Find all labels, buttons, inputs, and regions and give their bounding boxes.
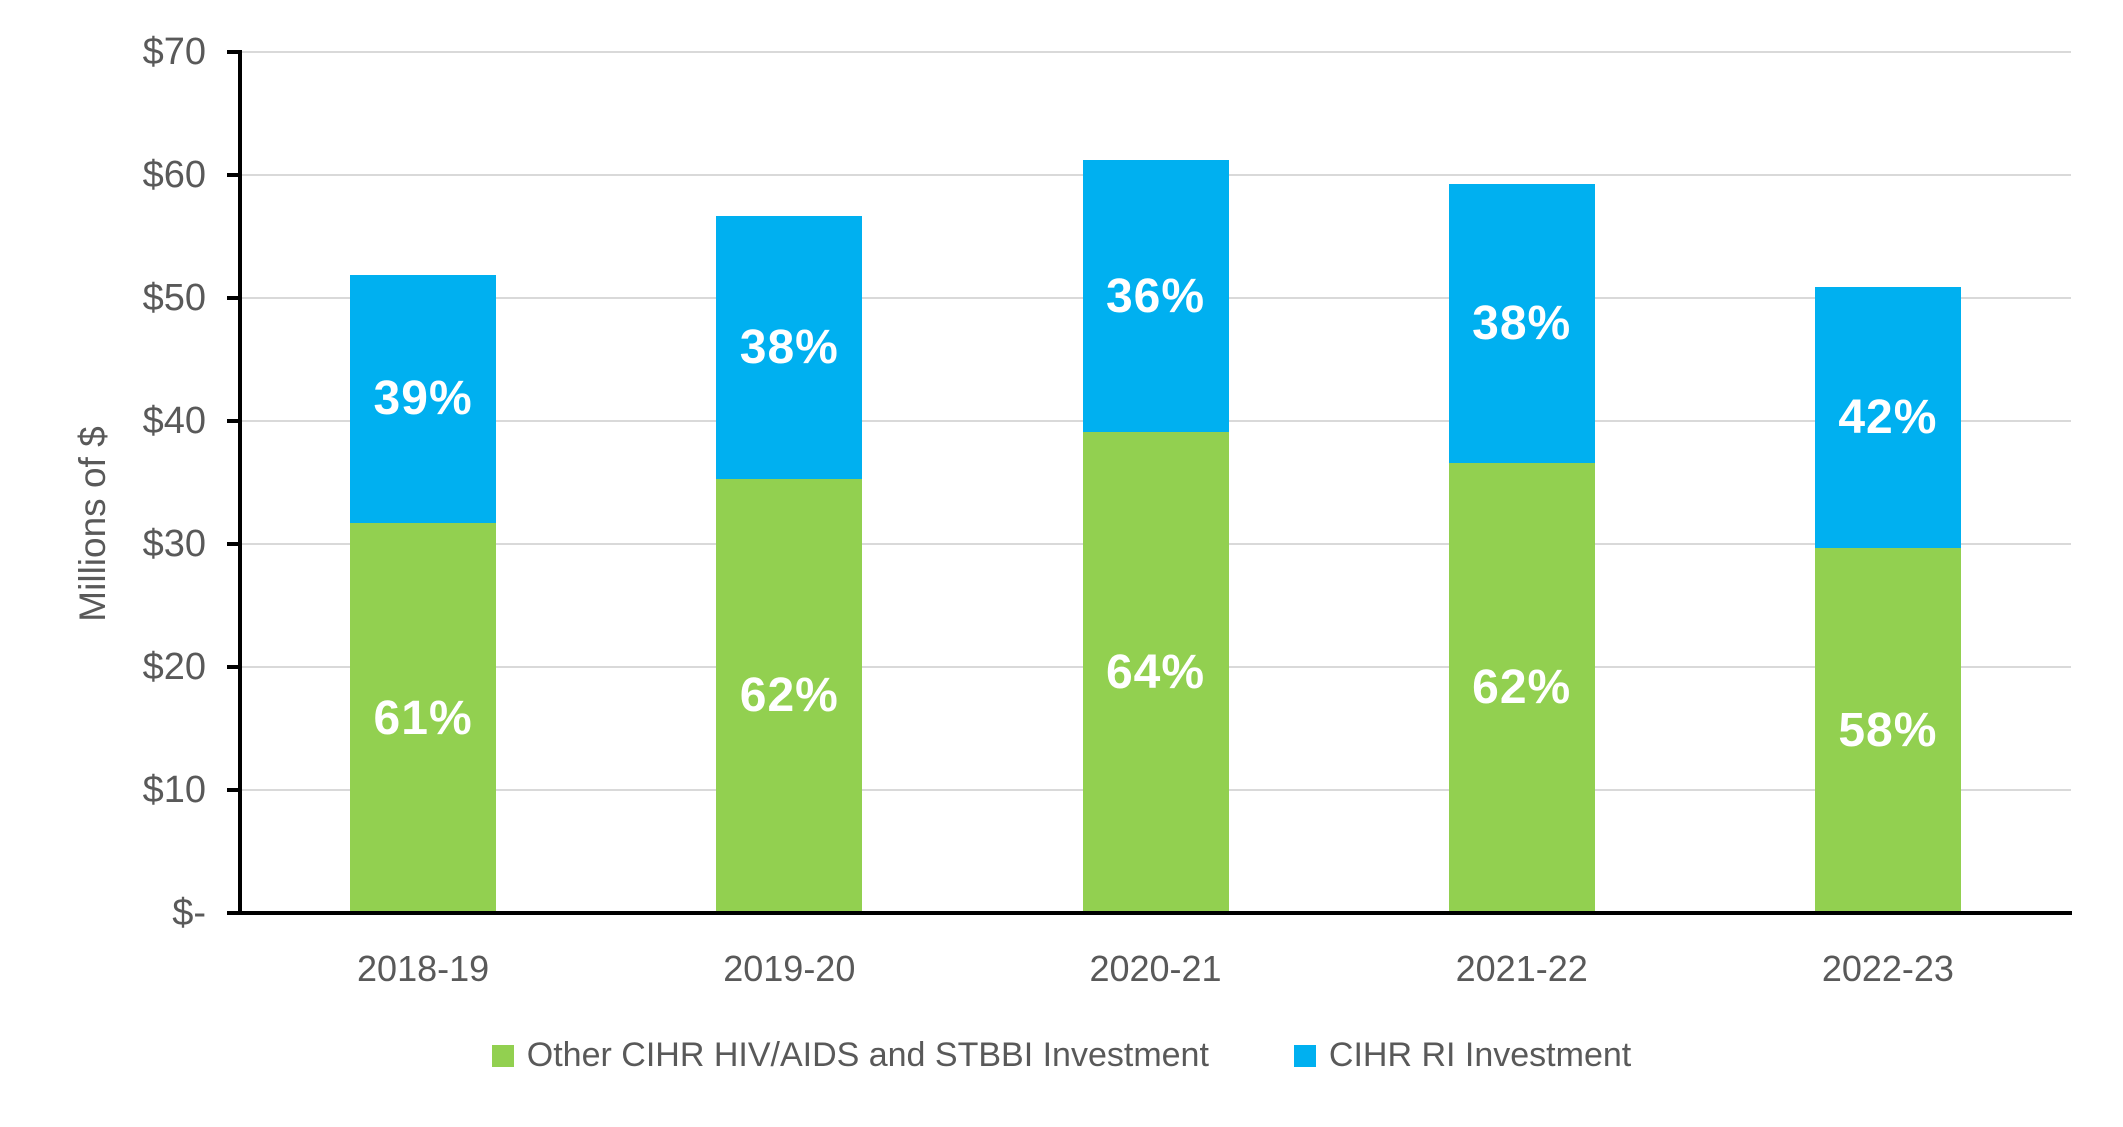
segment-percent-label: 42% bbox=[1838, 390, 1938, 444]
segment-percent-label: 39% bbox=[373, 372, 473, 426]
y-tick-label: $- bbox=[172, 892, 206, 934]
y-tick-label: $40 bbox=[142, 400, 206, 442]
bar-segment: 58% bbox=[1814, 547, 1961, 913]
segment-percent-label: 62% bbox=[1472, 661, 1572, 715]
y-axis-tick bbox=[227, 542, 240, 546]
bar-2020-21: 64% 36% bbox=[1082, 52, 1229, 913]
bar-2021-22: 62% 38% bbox=[1448, 52, 1595, 913]
x-tick-label: 2019-20 bbox=[723, 948, 856, 989]
segment-percent-label: 64% bbox=[1105, 646, 1206, 700]
y-axis-tick bbox=[227, 296, 240, 300]
x-tick-label: 2022-23 bbox=[1821, 948, 1954, 989]
segment-percent-label: 36% bbox=[1105, 269, 1206, 323]
plot-area: 61% 39% 62% 38% 64% 36% 62% 38% 58% 42% bbox=[240, 51, 2071, 913]
bar-2019-20: 62% 38% bbox=[716, 52, 863, 913]
gridline bbox=[240, 51, 2071, 53]
bar-segment: 62% bbox=[716, 478, 863, 913]
y-tick-label: $70 bbox=[142, 31, 206, 73]
segment-percent-label: 38% bbox=[739, 320, 839, 374]
y-tick-label: $50 bbox=[142, 277, 206, 319]
y-axis-tick bbox=[227, 419, 240, 423]
bar-2022-23: 58% 42% bbox=[1814, 52, 1961, 913]
y-axis-tick bbox=[227, 911, 240, 915]
bar-segment: 62% bbox=[1448, 462, 1595, 913]
bar-segment: 38% bbox=[716, 215, 863, 479]
legend: Other CIHR HIV/AIDS and STBBI Investment… bbox=[0, 1036, 2123, 1075]
bar-segment: 39% bbox=[350, 274, 497, 524]
bar-segment: 64% bbox=[1082, 432, 1229, 913]
bar-segment: 36% bbox=[1082, 160, 1229, 433]
bar-segment: 38% bbox=[1448, 183, 1595, 463]
x-axis-line bbox=[227, 911, 2072, 915]
y-axis-tick bbox=[227, 665, 240, 669]
legend-swatch bbox=[1293, 1044, 1316, 1067]
bar-segment: 61% bbox=[350, 523, 497, 913]
legend-item: CIHR RI Investment bbox=[1293, 1036, 1632, 1075]
segment-percent-label: 58% bbox=[1838, 703, 1938, 757]
y-axis-line bbox=[238, 50, 242, 915]
y-axis-tick bbox=[227, 50, 240, 54]
y-tick-label: $10 bbox=[142, 769, 206, 811]
y-axis-tick bbox=[227, 788, 240, 792]
segment-percent-label: 38% bbox=[1472, 296, 1572, 350]
x-tick-label: 2021-22 bbox=[1455, 948, 1588, 989]
y-axis-tick bbox=[227, 173, 240, 177]
legend-label: Other CIHR HIV/AIDS and STBBI Investment bbox=[526, 1036, 1209, 1074]
segment-percent-label: 61% bbox=[373, 691, 473, 745]
legend-label: CIHR RI Investment bbox=[1328, 1036, 1632, 1074]
segment-percent-label: 62% bbox=[739, 669, 839, 723]
x-tick-label: 2020-21 bbox=[1089, 948, 1222, 989]
bar-2018-19: 61% 39% bbox=[350, 52, 497, 913]
x-tick-label: 2018-19 bbox=[357, 948, 490, 989]
y-tick-label: $60 bbox=[142, 154, 206, 196]
legend-item: Other CIHR HIV/AIDS and STBBI Investment bbox=[491, 1036, 1209, 1075]
legend-swatch bbox=[491, 1044, 514, 1067]
y-tick-label: $30 bbox=[142, 523, 206, 565]
bar-segment: 42% bbox=[1814, 286, 1961, 548]
y-tick-label: $20 bbox=[142, 646, 206, 688]
